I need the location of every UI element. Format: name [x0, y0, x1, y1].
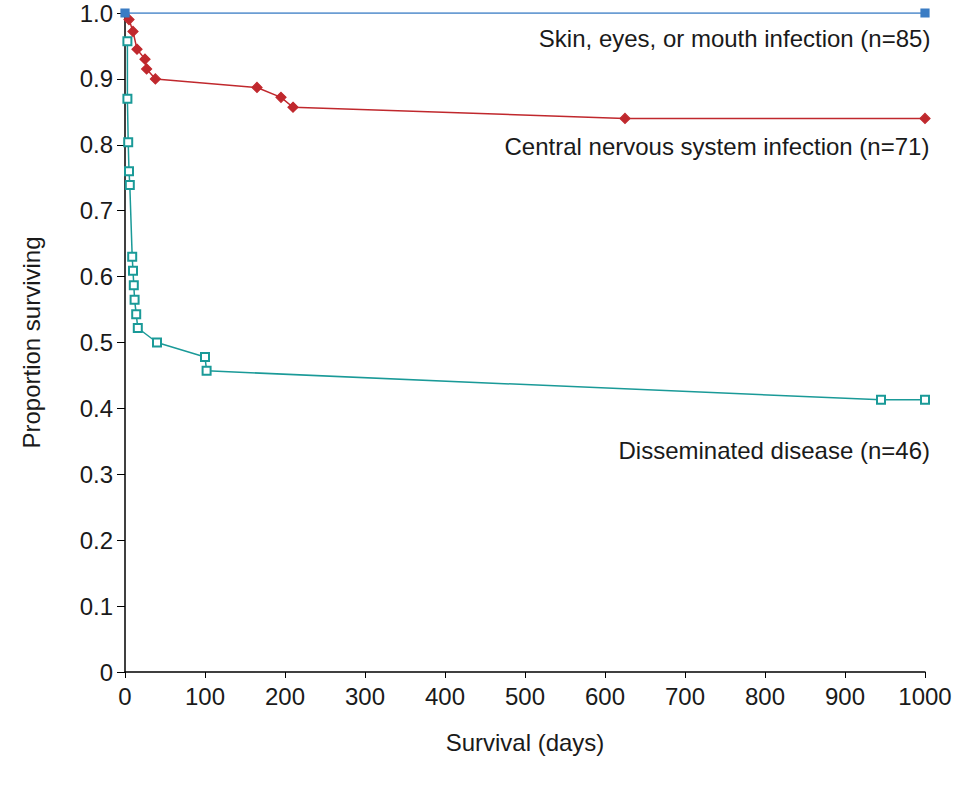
svg-text:0.3: 0.3: [80, 461, 113, 488]
svg-text:800: 800: [745, 683, 785, 710]
svg-text:1000: 1000: [898, 683, 951, 710]
svg-text:900: 900: [825, 683, 865, 710]
svg-text:0.7: 0.7: [80, 197, 113, 224]
svg-text:500: 500: [505, 683, 545, 710]
svg-text:200: 200: [265, 683, 305, 710]
svg-text:0.5: 0.5: [80, 329, 113, 356]
svg-text:Skin, eyes, or mouth infection: Skin, eyes, or mouth infection (n=85): [539, 25, 931, 52]
svg-text:0.9: 0.9: [80, 65, 113, 92]
svg-text:700: 700: [665, 683, 705, 710]
svg-text:0: 0: [118, 683, 131, 710]
svg-text:Survival (days): Survival (days): [446, 729, 605, 756]
svg-text:Disseminated disease (n=46): Disseminated disease (n=46): [619, 437, 931, 464]
svg-text:Proportion surviving: Proportion surviving: [18, 236, 45, 448]
svg-text:1.0: 1.0: [80, 0, 113, 27]
svg-text:Central nervous system infecti: Central nervous system infection (n=71): [505, 133, 930, 160]
svg-text:600: 600: [585, 683, 625, 710]
svg-text:0.1: 0.1: [80, 593, 113, 620]
svg-text:0.8: 0.8: [80, 131, 113, 158]
svg-text:0.6: 0.6: [80, 263, 113, 290]
svg-text:300: 300: [345, 683, 385, 710]
svg-text:0: 0: [100, 659, 113, 686]
svg-text:0.4: 0.4: [80, 395, 113, 422]
svg-text:0.2: 0.2: [80, 527, 113, 554]
svg-text:400: 400: [425, 683, 465, 710]
svg-text:100: 100: [185, 683, 225, 710]
